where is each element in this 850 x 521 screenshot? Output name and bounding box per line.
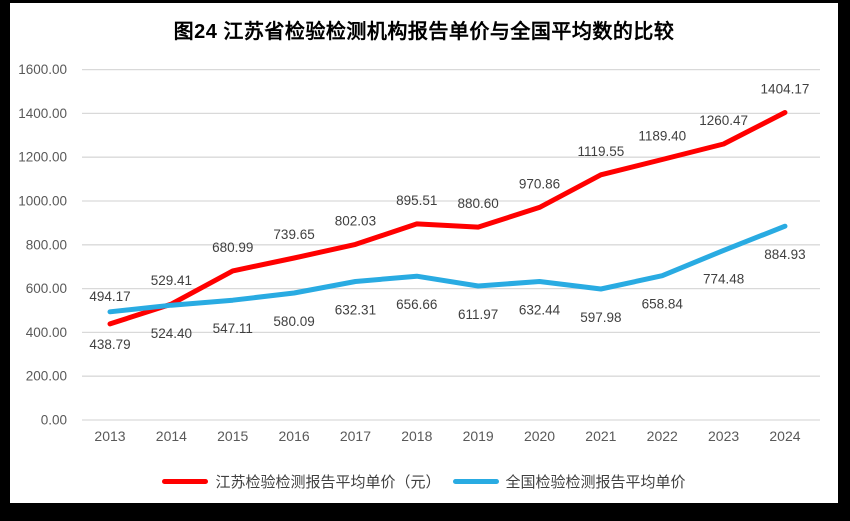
svg-text:1260.47: 1260.47 bbox=[699, 113, 748, 128]
svg-text:774.48: 774.48 bbox=[703, 271, 744, 286]
svg-text:200.00: 200.00 bbox=[26, 369, 67, 384]
svg-text:2020: 2020 bbox=[524, 428, 555, 444]
svg-text:2016: 2016 bbox=[279, 428, 310, 444]
svg-text:547.11: 547.11 bbox=[213, 321, 253, 336]
svg-text:2013: 2013 bbox=[94, 428, 125, 444]
svg-text:658.84: 658.84 bbox=[642, 297, 684, 312]
svg-text:1189.40: 1189.40 bbox=[638, 129, 686, 144]
svg-text:2022: 2022 bbox=[647, 428, 678, 444]
svg-text:2017: 2017 bbox=[340, 428, 371, 444]
svg-text:1200.00: 1200.00 bbox=[18, 150, 67, 165]
svg-text:494.17: 494.17 bbox=[89, 289, 130, 304]
svg-text:400.00: 400.00 bbox=[26, 325, 67, 340]
chart-title: 图24 江苏省检验检测机构报告单价与全国平均数的比较 bbox=[173, 21, 675, 43]
svg-text:1600.00: 1600.00 bbox=[18, 62, 67, 77]
svg-text:2024: 2024 bbox=[769, 428, 800, 444]
svg-text:1400.00: 1400.00 bbox=[18, 106, 67, 121]
svg-text:884.93: 884.93 bbox=[764, 247, 805, 262]
chart-page: 图24 江苏省检验检测机构报告单价与全国平均数的比较 0.00 200.00 400… bbox=[10, 3, 838, 503]
svg-text:656.66: 656.66 bbox=[396, 297, 437, 312]
svg-text:1119.55: 1119.55 bbox=[577, 144, 624, 159]
svg-text:0.00: 0.00 bbox=[41, 413, 67, 428]
svg-text:800.00: 800.00 bbox=[26, 237, 67, 252]
svg-text:2019: 2019 bbox=[463, 428, 494, 444]
red-line-swatch-icon bbox=[162, 479, 209, 484]
svg-text:529.41: 529.41 bbox=[151, 273, 192, 288]
legend-item-national: 全国检验检测报告平均单价 bbox=[452, 471, 686, 492]
legend-item-jiangsu: 江苏检验检测报告平均单价（元） bbox=[162, 471, 441, 492]
svg-text:1000.00: 1000.00 bbox=[18, 194, 67, 209]
blue-line-swatch-icon bbox=[452, 479, 499, 484]
svg-text:970.86: 970.86 bbox=[519, 176, 560, 191]
svg-text:632.31: 632.31 bbox=[335, 303, 376, 318]
svg-text:1404.17: 1404.17 bbox=[761, 81, 810, 96]
svg-text:895.51: 895.51 bbox=[396, 193, 437, 208]
svg-text:880.60: 880.60 bbox=[458, 196, 499, 211]
svg-text:611.97: 611.97 bbox=[458, 307, 498, 322]
svg-text:2021: 2021 bbox=[585, 428, 616, 444]
svg-text:802.03: 802.03 bbox=[335, 213, 376, 228]
svg-text:2018: 2018 bbox=[401, 428, 432, 444]
svg-text:597.98: 597.98 bbox=[580, 310, 621, 325]
svg-text:739.65: 739.65 bbox=[273, 227, 314, 242]
svg-text:524.40: 524.40 bbox=[151, 326, 192, 341]
svg-text:600.00: 600.00 bbox=[26, 281, 67, 296]
svg-text:580.09: 580.09 bbox=[273, 314, 314, 329]
chart-legend: 江苏检验检测报告平均单价（元） 全国检验检测报告平均单价 bbox=[10, 471, 838, 492]
svg-text:2015: 2015 bbox=[217, 428, 248, 444]
svg-text:632.44: 632.44 bbox=[519, 302, 561, 317]
svg-text:438.79: 438.79 bbox=[89, 337, 130, 352]
legend-label-jiangsu: 江苏检验检测报告平均单价（元） bbox=[215, 474, 441, 491]
legend-label-national: 全国检验检测报告平均单价 bbox=[505, 474, 686, 491]
svg-text:2023: 2023 bbox=[708, 428, 739, 444]
line-chart: 0.00 200.00 400.00 600.00 800.00 1000.00 1200.… bbox=[18, 62, 820, 444]
svg-text:680.99: 680.99 bbox=[212, 240, 253, 255]
svg-text:2014: 2014 bbox=[156, 428, 187, 444]
